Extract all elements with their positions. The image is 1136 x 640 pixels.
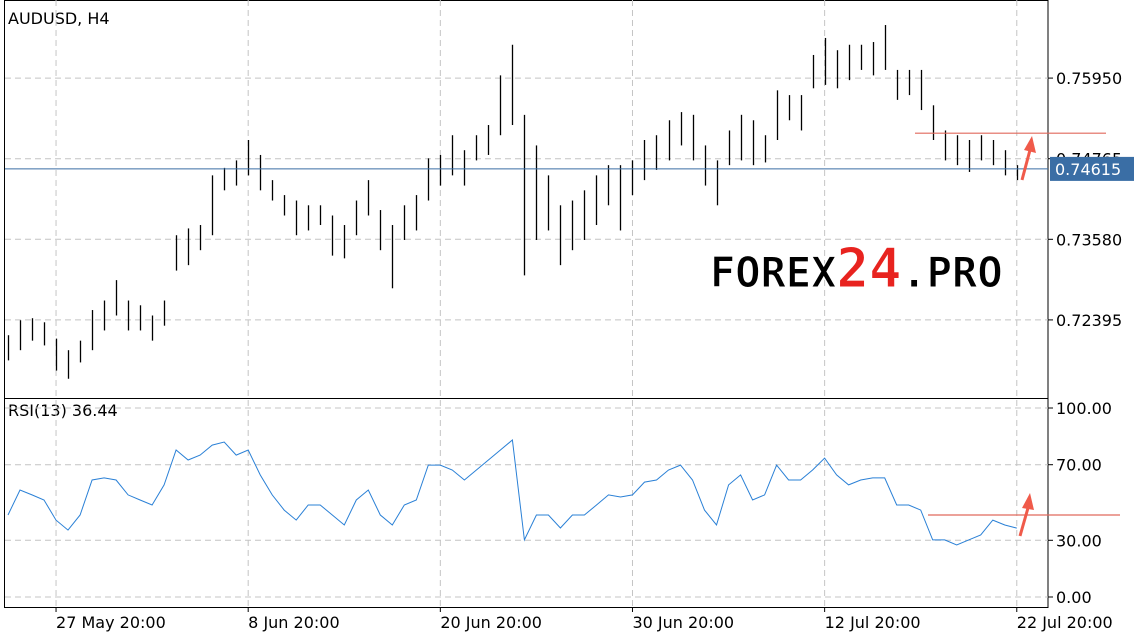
watermark-part: .PRO	[901, 248, 1002, 297]
x-tick-label: 22 Jul 20:00	[1017, 613, 1113, 632]
x-tick-label: 27 May 20:00	[56, 613, 166, 632]
x-tick-label: 8 Jun 20:00	[248, 613, 339, 632]
rsi-line	[7, 439, 1017, 546]
y-tick-label: 0.72395	[1056, 311, 1122, 330]
arrow-head	[1024, 136, 1036, 153]
plot-frame	[4, 0, 1049, 608]
x-tick-label: 20 Jun 20:00	[440, 613, 542, 632]
y-tick-label: 0.75950	[1056, 69, 1122, 88]
watermark-part: 24	[836, 237, 901, 300]
current-price-box	[1050, 156, 1134, 181]
y-tick-label: 0.00	[1056, 588, 1092, 607]
y-tick-label: 30.00	[1056, 531, 1102, 550]
y-tick-label: 100.00	[1056, 399, 1112, 418]
chart-title: AUDUSD, H4	[8, 9, 110, 28]
arrow	[1020, 149, 1032, 181]
x-tick-label: 30 Jun 20:00	[632, 613, 734, 632]
y-tick-label: 0.73580	[1056, 230, 1122, 249]
y-tick-label: 70.00	[1056, 456, 1102, 475]
current-price-label: 0.74615	[1055, 160, 1121, 179]
marks: 27 May 20:00 8 Jun 20:00 20 Jun 20:00 30 Ju…	[5, 0, 1134, 632]
watermark: FOREX24.PRO	[710, 237, 1003, 300]
rsi-title: RSI(13) 36.44	[8, 401, 118, 420]
arrow-head	[1022, 493, 1034, 510]
watermark-part: FOREX	[710, 248, 836, 297]
arrow	[1018, 507, 1030, 537]
x-tick-label: 12 Jul 20:00	[825, 613, 921, 632]
